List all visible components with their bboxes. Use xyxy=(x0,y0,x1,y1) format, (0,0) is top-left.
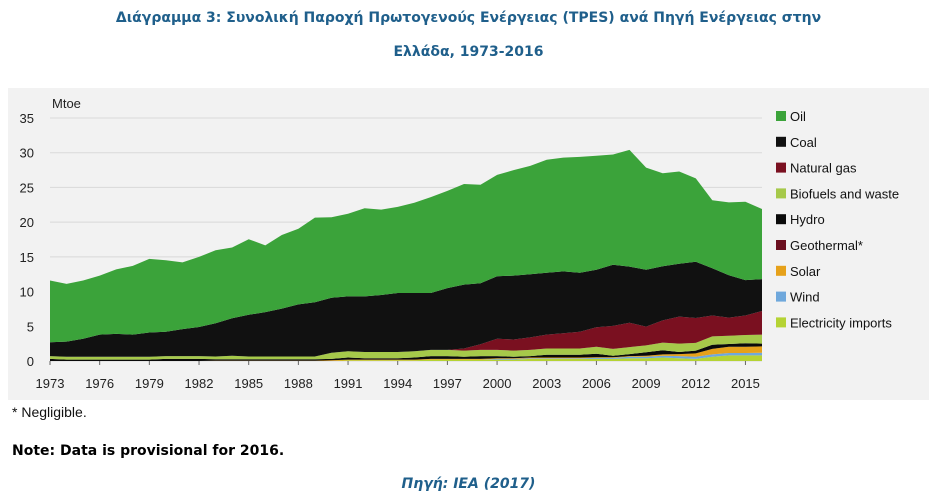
y-axis-label: Mtoe xyxy=(52,96,81,111)
footnote: * Negligible. xyxy=(12,404,87,420)
provisional-data-note: Note: Data is provisional for 2016. xyxy=(12,443,285,459)
y-tick-label: 35 xyxy=(20,111,34,126)
legend-label-geothermal: Geothermal* xyxy=(790,238,863,253)
chart-panel: 0 5 10 15 20 25 30 35 1973 1976 1979 1982 1985 1988 1… xyxy=(8,88,929,400)
x-tick-label: 2015 xyxy=(731,376,760,391)
x-tick-label: 1982 xyxy=(185,376,214,391)
area-biofuels-and-waste xyxy=(50,334,762,360)
x-tick-label: 2000 xyxy=(483,376,512,391)
x-tick-label: 1997 xyxy=(433,376,462,391)
legend: Oil Coal Natural gas Biofuels and waste Hydr… xyxy=(776,109,899,330)
y-tick-label: 0 xyxy=(27,354,34,369)
y-tick-label: 20 xyxy=(20,215,34,230)
y-tick-label: 5 xyxy=(27,319,34,334)
x-tick-label: 2012 xyxy=(681,376,710,391)
x-tick-label: 1988 xyxy=(284,376,313,391)
area-electricity-imports xyxy=(50,355,762,361)
area-natural-gas xyxy=(50,311,762,357)
legend-label-electricity-imports: Electricity imports xyxy=(790,315,892,330)
x-tick-label: 1991 xyxy=(334,376,363,391)
source-caption: Πηγή: IEA (2017) xyxy=(401,476,536,492)
legend-swatch-oil xyxy=(776,111,786,121)
legend-label-wind: Wind xyxy=(790,290,820,305)
legend-label-hydro: Hydro xyxy=(790,212,825,227)
x-tick-label: 2006 xyxy=(582,376,611,391)
legend-swatch-geothermal xyxy=(776,240,786,250)
y-axis-ticks: 0 5 10 15 20 25 30 35 xyxy=(20,111,34,369)
legend-swatch-wind xyxy=(776,291,786,302)
y-tick-label: 30 xyxy=(20,146,34,161)
y-tick-label: 10 xyxy=(20,285,34,300)
legend-swatch-coal xyxy=(776,136,786,147)
legend-label-coal: Coal xyxy=(790,135,817,150)
x-axis-ticks: 1973 1976 1979 1982 1985 1988 1991 1994 1997 2000… xyxy=(36,361,760,391)
legend-label-biofuels-and-waste: Biofuels and waste xyxy=(790,186,899,201)
legend-swatch-natural-gas xyxy=(776,162,786,173)
x-tick-label: 2009 xyxy=(632,376,661,391)
area-coal xyxy=(50,261,762,357)
area-hydro xyxy=(50,343,762,361)
legend-swatch-solar xyxy=(776,265,786,276)
y-tick-label: 15 xyxy=(20,250,34,265)
x-tick-label: 1973 xyxy=(36,376,65,391)
x-tick-label: 2003 xyxy=(532,376,561,391)
x-tick-label: 1994 xyxy=(383,376,412,391)
legend-swatch-electricity-imports xyxy=(776,317,786,328)
legend-swatch-biofuels-and-waste xyxy=(776,188,786,199)
x-tick-label: 1976 xyxy=(85,376,114,391)
chart-title-line-1: Διάγραμμα 3: Συνολική Παροχή Πρωτογενούς… xyxy=(115,10,822,26)
chart-title-line-2: Ελλάδα, 1973-2016 xyxy=(393,44,544,60)
area-oil xyxy=(50,149,762,343)
x-tick-label: 1979 xyxy=(135,376,164,391)
area-series-group xyxy=(50,149,762,361)
y-tick-label: 25 xyxy=(20,180,34,195)
legend-swatch-hydro xyxy=(776,214,786,225)
x-tick-label: 1985 xyxy=(234,376,263,391)
legend-label-solar: Solar xyxy=(790,264,821,279)
legend-label-oil: Oil xyxy=(790,109,806,124)
legend-label-natural-gas: Natural gas xyxy=(790,161,857,176)
